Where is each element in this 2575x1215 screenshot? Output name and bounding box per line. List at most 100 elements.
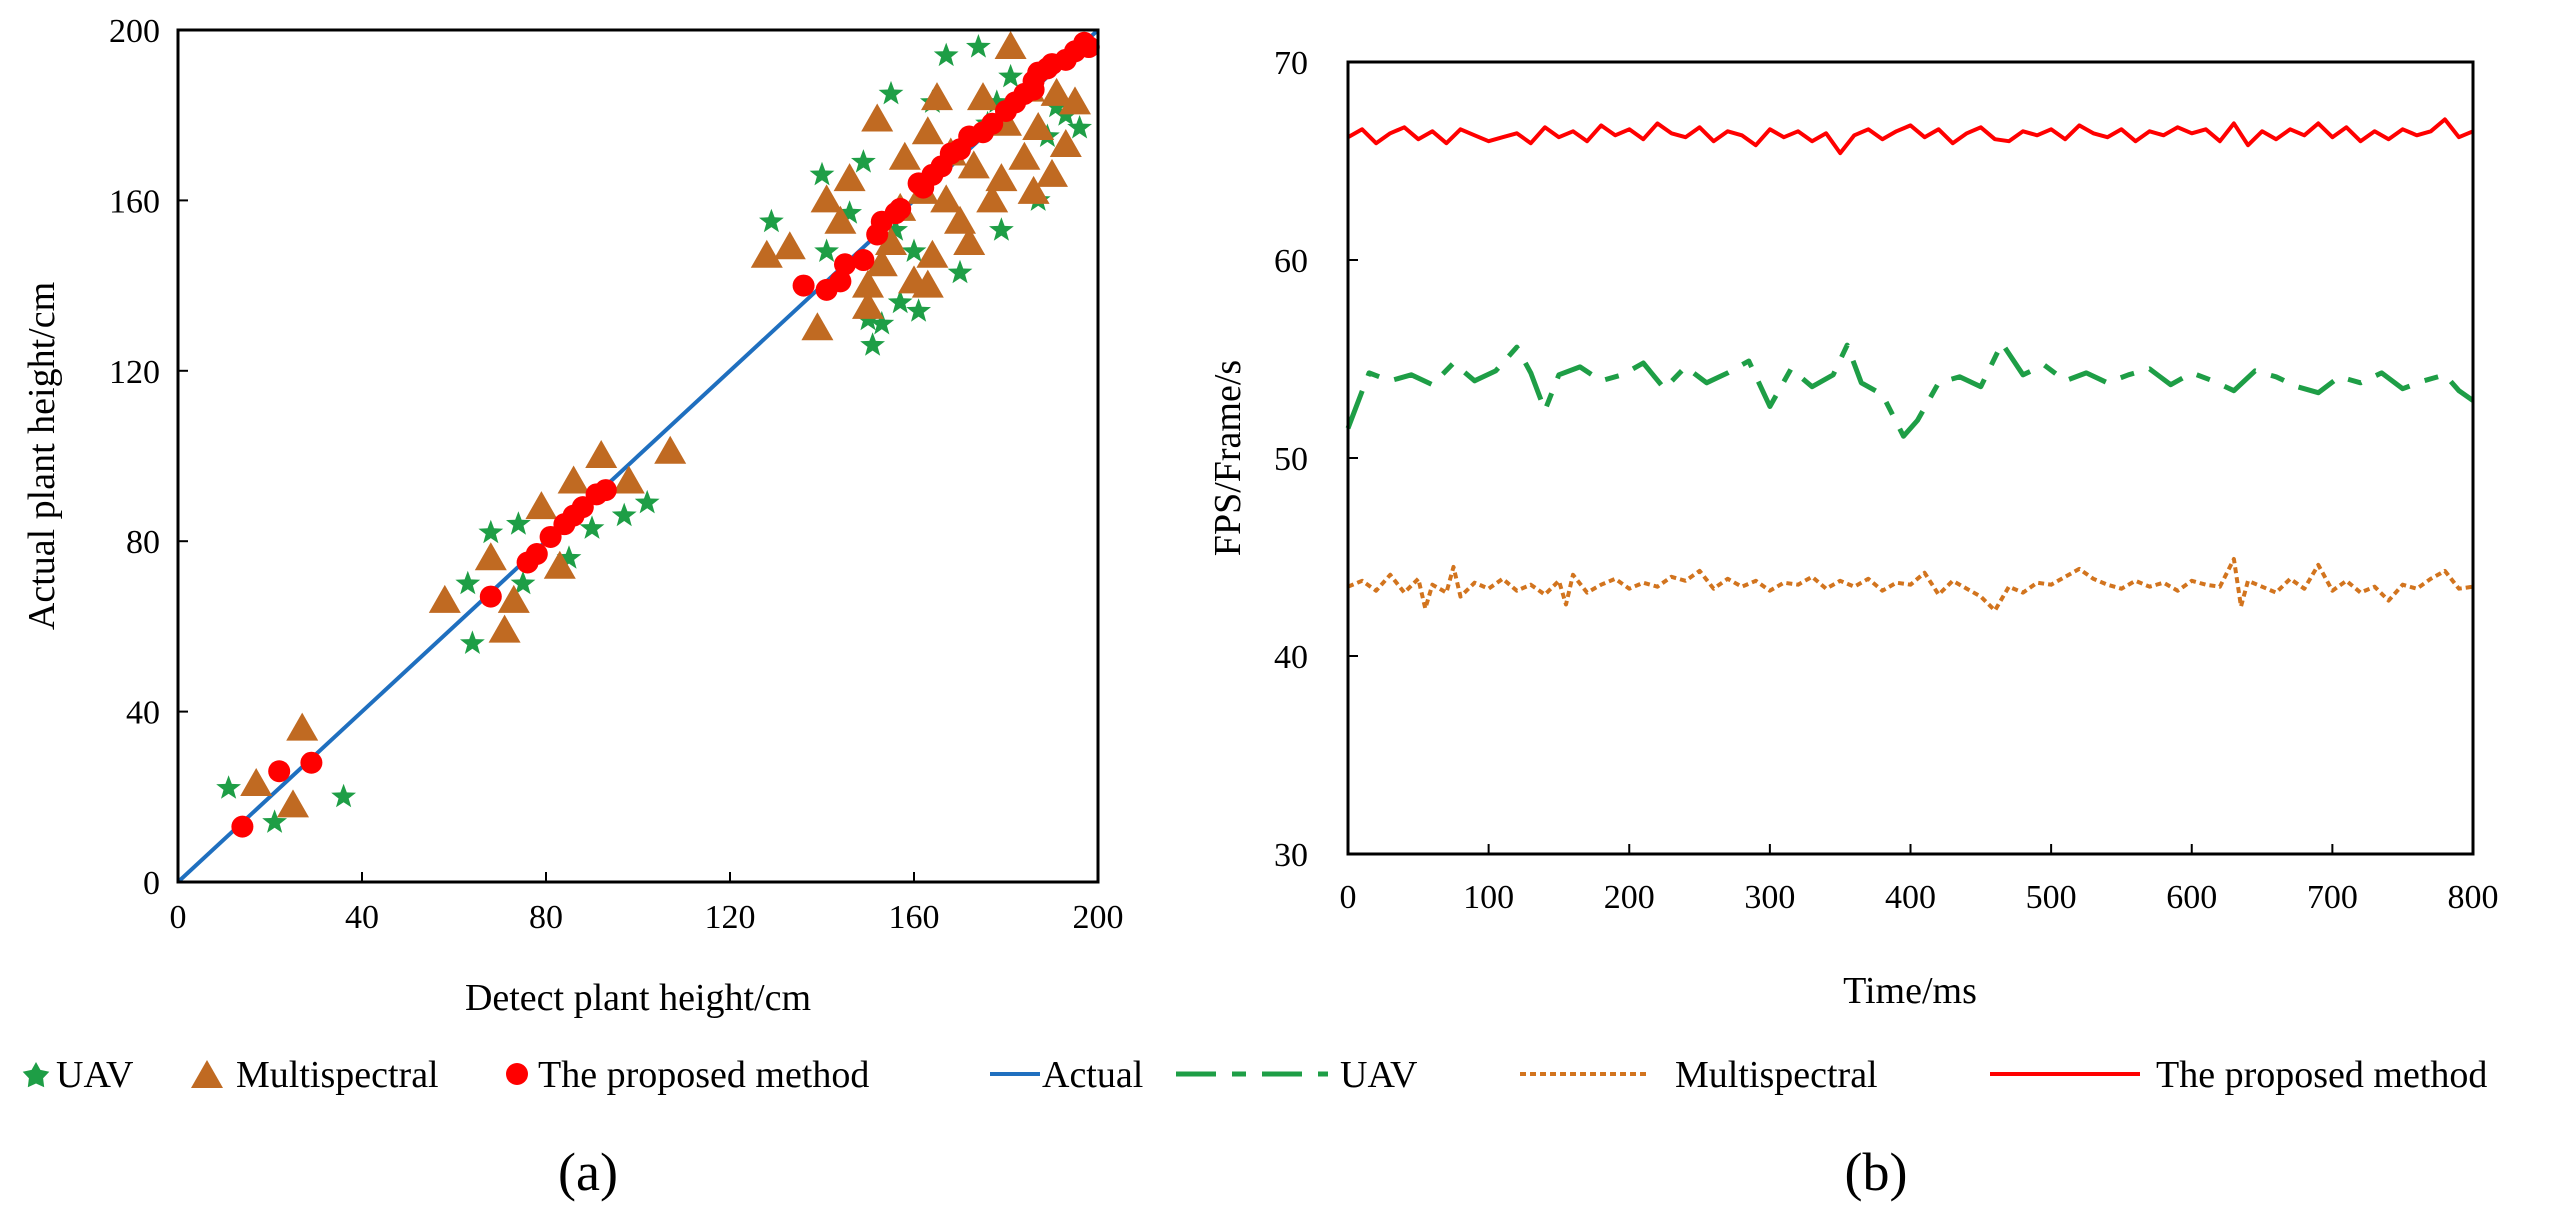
- uav-star-point: [901, 238, 927, 262]
- y-tick-label-a: 80: [126, 524, 160, 561]
- multispectral-triangle-point: [833, 163, 866, 192]
- uav-star-point: [634, 489, 660, 514]
- uav-star-point: [510, 570, 536, 595]
- y-tick-label-b: 50: [1274, 441, 1308, 478]
- x-tick-label-a: 160: [889, 899, 940, 936]
- multispectral-triangle-point: [525, 491, 558, 520]
- uav-star-point: [556, 545, 582, 569]
- axis-ticks-b: 0 100 200 300 400 500 600 700 800 30 40 50 60 70: [1274, 45, 2499, 916]
- proposed-method-circle-point: [981, 112, 1004, 135]
- x-tick-label-b: 500: [2026, 879, 2077, 916]
- uav-star-point: [216, 775, 241, 799]
- uav-star-point: [851, 149, 876, 173]
- uav-star-point: [759, 208, 784, 233]
- x-axis-label-b: Time/ms: [1843, 970, 1977, 1012]
- proposed-method-circle-point: [829, 270, 852, 293]
- legend: UAV Multispectral The proposed method Ac…: [22, 1054, 2487, 1096]
- multispectral-triangle-point: [773, 231, 806, 260]
- multispectral-fps-line: [1347, 557, 2474, 613]
- x-tick-label-a: 40: [345, 899, 379, 936]
- multispectral-triangle-point: [474, 542, 507, 571]
- legend-multispectral-triangle-marker: [191, 1060, 223, 1088]
- uav-star-point: [966, 34, 991, 58]
- uav-star-point: [809, 161, 835, 186]
- uav-star-point: [878, 80, 904, 105]
- proposed-method-circle-point: [479, 585, 502, 608]
- y-tick-label-a: 200: [109, 13, 160, 50]
- multispectral-triangle-point: [861, 103, 894, 132]
- scatter-chart-a: 0 40 80 120 160 200 0 40 80 120 160 200 Detect plan…: [21, 13, 1124, 1019]
- legend-multispectral-line-label: Multispectral: [1675, 1054, 1878, 1096]
- uav-star-point: [478, 519, 504, 544]
- multispectral-triangle-point: [888, 141, 921, 170]
- multispectral-triangle-point: [916, 239, 949, 268]
- proposed-method-circle-point: [571, 496, 594, 519]
- multispectral-triangle-point: [1040, 77, 1073, 106]
- uav-star-point: [998, 63, 1023, 88]
- uav-star-point: [837, 200, 862, 224]
- multispectral-triangle-point: [994, 31, 1027, 60]
- uav-star-point: [814, 238, 839, 262]
- line-series: [1345, 117, 2475, 613]
- proposed-method-circle-point: [1077, 36, 1100, 59]
- legend-uav-star-marker: [22, 1062, 50, 1088]
- panel-label-b: (b): [1845, 1142, 1908, 1202]
- uav-fps-line: [1345, 340, 2475, 439]
- multispectral-triangle-point: [277, 789, 309, 818]
- x-tick-label-b: 600: [2166, 879, 2217, 916]
- multispectral-triangle-point: [911, 269, 944, 298]
- y-tick-label-a: 40: [126, 695, 160, 732]
- multispectral-triangle-point: [612, 465, 645, 494]
- uav-star-point: [1067, 115, 1092, 139]
- multispectral-triangle-point: [967, 82, 999, 111]
- proposed-method-circle-point: [525, 542, 548, 565]
- x-tick-label-a: 120: [705, 899, 756, 936]
- proposed-method-circle-point: [889, 197, 912, 220]
- multispectral-triangle-point: [750, 239, 783, 268]
- uav-star-point: [460, 630, 485, 654]
- multispectral-triangle-point: [953, 227, 986, 255]
- uav-star-point: [262, 809, 287, 833]
- legend-actual-label: Actual: [1042, 1054, 1143, 1096]
- line-chart-b: 0 100 200 300 400 500 600 700 800 30 40 50 60 70 Time…: [1207, 45, 2499, 1012]
- multispectral-triangle-point: [930, 184, 963, 213]
- x-tick-label-b: 200: [1604, 879, 1655, 916]
- uav-star-point: [869, 310, 895, 335]
- multispectral-triangle-point: [497, 584, 530, 613]
- x-tick-label-b: 0: [1340, 879, 1357, 916]
- proposed-method-circle-point: [300, 751, 323, 774]
- legend-proposed-circle-marker: [506, 1063, 528, 1085]
- y-axis-label-b: FPS/Frame/s: [1207, 360, 1249, 556]
- y-tick-label-a: 120: [109, 354, 160, 391]
- y-tick-label-b: 40: [1274, 639, 1308, 676]
- multispectral-triangle-point: [824, 205, 857, 234]
- proposed-method-circle-point: [594, 479, 617, 502]
- multispectral-triangle-point: [286, 712, 319, 741]
- multispectral-triangle-point: [985, 163, 1018, 192]
- proposed-method-circle-point: [1022, 78, 1045, 101]
- uav-star-point: [455, 570, 481, 595]
- x-tick-label-a: 80: [529, 899, 563, 936]
- x-axis-label-a: Detect plant height/cm: [465, 977, 811, 1019]
- uav-star-point: [933, 42, 959, 67]
- uav-star-point: [984, 89, 1010, 113]
- axis-ticks-a: 0 40 80 120 160 200 0 40 80 120 160 200: [109, 13, 1124, 936]
- multispectral-triangle-point: [240, 768, 273, 797]
- uav-star-point: [906, 298, 931, 322]
- multispectral-triangle-point: [585, 440, 618, 468]
- uav-star-point: [331, 783, 356, 808]
- multispectral-triangle-point: [1022, 111, 1055, 140]
- legend-uav-label: UAV: [56, 1054, 134, 1096]
- proposed-method-fps-line: [1347, 117, 2474, 156]
- x-tick-label-b: 100: [1463, 879, 1514, 916]
- multispectral-triangle-point: [944, 205, 976, 234]
- legend-proposed-line-label: The proposed method: [2156, 1054, 2487, 1096]
- multispectral-triangle-point: [488, 614, 521, 643]
- multispectral-triangle-point: [852, 290, 884, 319]
- proposed-method-circle-point: [539, 525, 562, 548]
- legend-multispectral-label: Multispectral: [236, 1054, 439, 1096]
- y-tick-label-b: 70: [1274, 45, 1308, 82]
- y-tick-label-b: 30: [1274, 837, 1308, 874]
- proposed-method-circle-point: [268, 760, 291, 783]
